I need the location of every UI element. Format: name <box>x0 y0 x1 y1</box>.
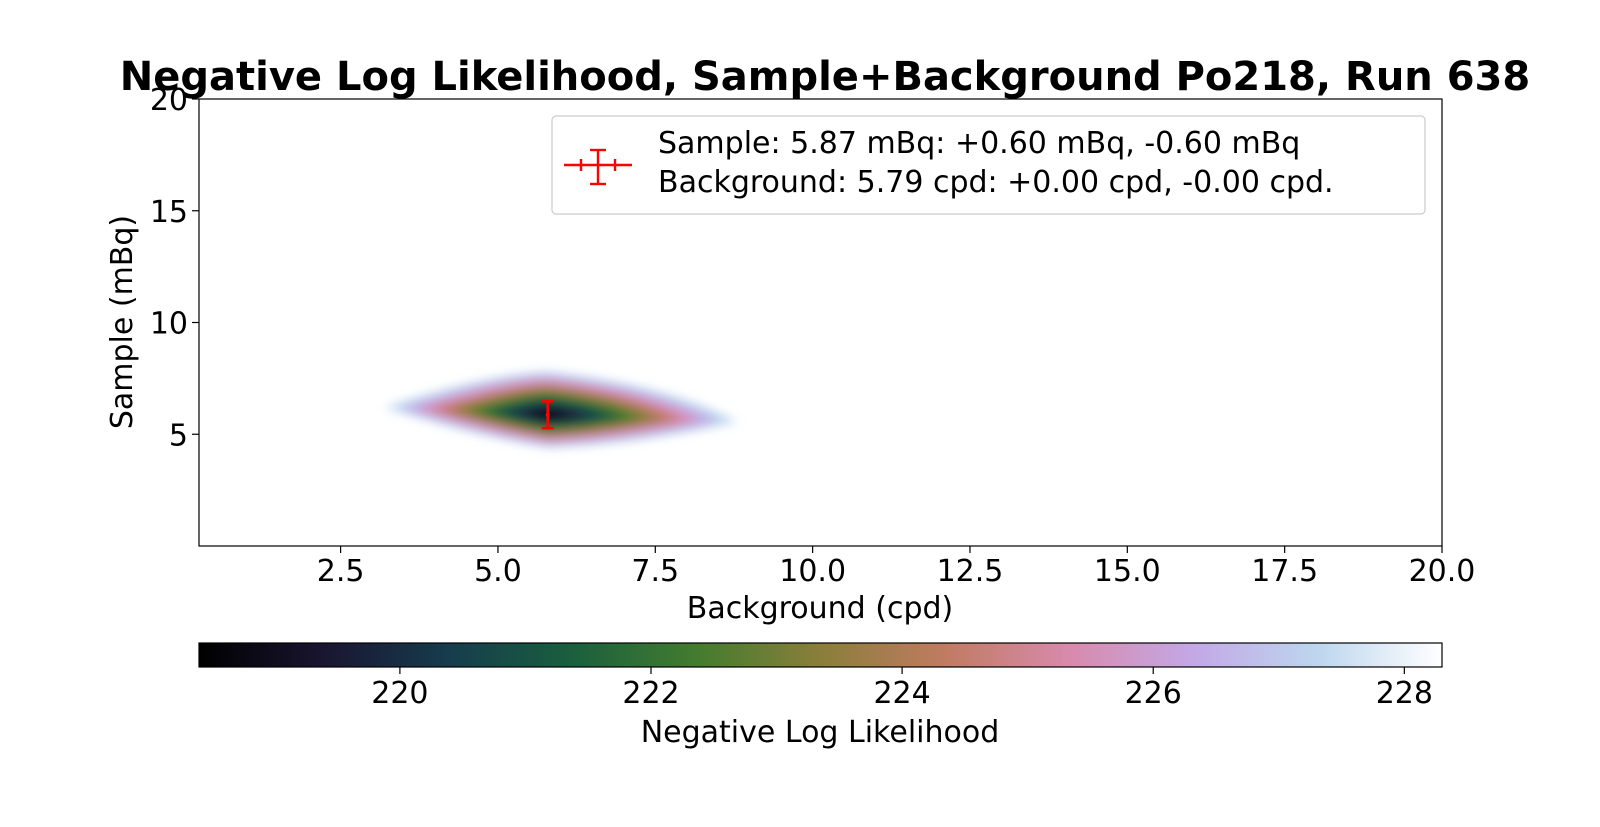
colorbar-tick-label: 226 <box>1125 676 1182 711</box>
colorbar-label: Negative Log Likelihood <box>641 715 1000 750</box>
colorbar-tick-label: 224 <box>873 676 930 711</box>
x-tick-label: 2.5 <box>317 554 365 589</box>
best-fit-errorbar <box>541 400 554 430</box>
legend: Sample: 5.87 mBq: +0.60 mBq, -0.60 mBq B… <box>551 115 1426 215</box>
y-tick-label: 15 <box>150 195 188 230</box>
x-tick-label: 15.0 <box>1094 554 1161 589</box>
x-tick-label: 17.5 <box>1251 554 1318 589</box>
x-tick-label: 10.0 <box>779 554 846 589</box>
legend-marker <box>564 148 632 186</box>
y-tick-label: 10 <box>150 307 188 342</box>
colorbar <box>198 642 1443 668</box>
colorbar-tick-label: 228 <box>1376 676 1433 711</box>
legend-entry-background: Background: 5.79 cpd: +0.00 cpd, -0.00 c… <box>658 165 1334 200</box>
x-axis: 2.5 5.0 7.5 10.0 12.5 15.0 17.5 20.0 <box>317 546 1476 589</box>
colorbar-axis: 220 222 224 226 228 <box>371 667 1433 711</box>
y-axis: 5 10 15 20 <box>150 83 199 453</box>
y-tick-label: 20 <box>150 83 188 118</box>
x-tick-label: 7.5 <box>631 554 679 589</box>
x-tick-label: 20.0 <box>1409 554 1476 589</box>
y-tick-label: 5 <box>169 418 188 453</box>
x-tick-label: 5.0 <box>474 554 522 589</box>
y-axis-label: Sample (mBq) <box>105 215 140 429</box>
colorbar-tick-label: 220 <box>371 676 428 711</box>
colorbar-tick-label: 222 <box>622 676 679 711</box>
legend-box <box>551 115 1426 215</box>
chart-title: Negative Log Likelihood, Sample+Backgrou… <box>120 54 1530 100</box>
x-axis-label: Background (cpd) <box>687 591 954 626</box>
heatmap-levels <box>384 371 738 448</box>
x-tick-label: 12.5 <box>937 554 1004 589</box>
nll-heatmap <box>384 371 738 448</box>
legend-entry-sample: Sample: 5.87 mBq: +0.60 mBq, -0.60 mBq <box>658 126 1300 161</box>
